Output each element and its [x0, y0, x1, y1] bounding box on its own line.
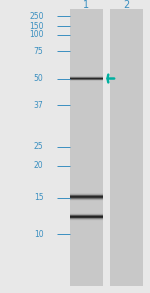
Bar — [70, 199, 103, 200]
Text: 100: 100 — [29, 30, 44, 39]
Text: 10: 10 — [34, 230, 43, 239]
Bar — [70, 196, 103, 197]
Bar — [70, 9, 103, 286]
Text: 50: 50 — [34, 74, 44, 83]
Text: 25: 25 — [34, 142, 43, 151]
Bar — [70, 195, 103, 196]
Text: 15: 15 — [34, 193, 43, 202]
Bar — [70, 197, 103, 198]
Bar — [70, 200, 103, 201]
Text: 37: 37 — [34, 101, 44, 110]
Bar — [70, 194, 103, 195]
Text: 250: 250 — [29, 12, 44, 21]
Bar — [70, 198, 103, 199]
Text: 20: 20 — [34, 161, 43, 170]
Text: 150: 150 — [29, 22, 44, 31]
Text: 2: 2 — [124, 0, 130, 10]
Text: 75: 75 — [34, 47, 44, 56]
Text: 1: 1 — [83, 0, 89, 10]
Bar — [70, 193, 103, 194]
Bar — [110, 9, 143, 286]
